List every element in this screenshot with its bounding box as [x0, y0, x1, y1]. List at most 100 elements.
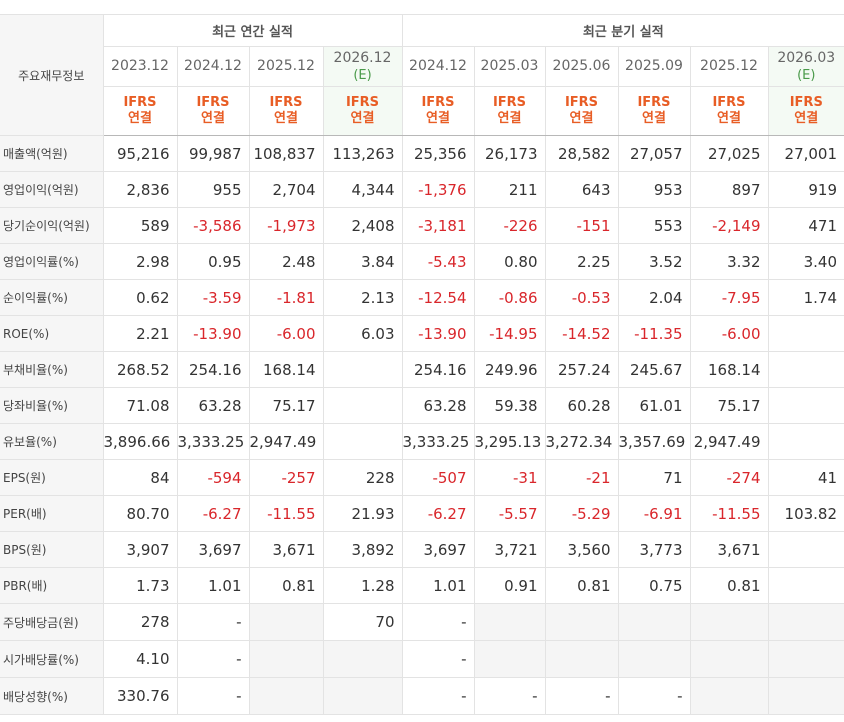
empty-cell — [322, 351, 403, 388]
value-cell: 589 — [102, 207, 178, 244]
value-cell: 1.73 — [102, 567, 178, 604]
empty-cell — [767, 423, 844, 460]
value-cell: 2,947.49 — [689, 423, 769, 460]
value-cell: 897 — [689, 171, 769, 208]
empty-cell — [689, 603, 769, 641]
period-date: 2026.12 — [333, 49, 392, 66]
period-date: 2025.12 — [257, 58, 315, 74]
empty-cell — [767, 351, 844, 388]
row-label: 배당성향(%) — [0, 677, 104, 715]
value-cell: 28,582 — [544, 135, 619, 172]
value-cell: -6.00 — [248, 315, 324, 352]
value-cell: 2.13 — [322, 279, 403, 316]
value-cell: 71 — [617, 459, 691, 496]
value-cell: -14.95 — [473, 315, 546, 352]
value-cell: -12.54 — [401, 279, 475, 316]
row-label: ROE(%) — [0, 315, 104, 352]
value-cell: -6.91 — [617, 495, 691, 532]
basis-standard: IFRS — [123, 95, 157, 110]
data-row: 유보율(%) 3,896.66 3,333.25 2,947.49 3,333.25 3,… — [0, 423, 844, 460]
row-label: BPS(원) — [0, 531, 104, 568]
value-cell: -0.86 — [473, 279, 546, 316]
value-cell: 108,837 — [248, 135, 324, 172]
value-cell: 3,721 — [473, 531, 546, 568]
basis-standard: IFRS — [637, 95, 671, 110]
value-cell: 0.91 — [473, 567, 546, 604]
value-cell: 3.40 — [767, 243, 844, 280]
data-row: 영업이익률(%) 2.98 0.95 2.48 3.84 -5.43 0.80 2.25 3.5… — [0, 243, 844, 280]
empty-cell — [617, 640, 691, 678]
value-cell: 63.28 — [401, 387, 475, 424]
basis: IFRS 연결 — [176, 86, 250, 136]
period: 2023.12 — [102, 46, 178, 87]
data-row: 시가배당률(%) 4.10- - — [0, 640, 844, 678]
value-cell: 70 — [322, 603, 403, 641]
value-cell: 27,025 — [689, 135, 769, 172]
value-cell: 3.84 — [322, 243, 403, 280]
empty-cell — [248, 603, 324, 641]
value-cell: 2,947.49 — [248, 423, 324, 460]
value-cell: 0.75 — [617, 567, 691, 604]
empty-cell — [689, 677, 769, 715]
value-cell: 4.10 — [102, 640, 178, 678]
period-date: 2023.12 — [111, 58, 169, 74]
value-cell: -2,149 — [689, 207, 769, 244]
value-cell: 84 — [102, 459, 178, 496]
value-cell: -151 — [544, 207, 619, 244]
value-cell: 953 — [617, 171, 691, 208]
value-cell: - — [401, 640, 475, 678]
row-label: PER(배) — [0, 495, 104, 532]
basis-standard: IFRS — [269, 95, 303, 110]
period-date: 2025.06 — [552, 58, 611, 74]
value-cell: 99,987 — [176, 135, 250, 172]
basis-scope: 연결 — [717, 111, 741, 126]
value-cell: -11.55 — [248, 495, 324, 532]
value-cell: 2.98 — [102, 243, 178, 280]
value-cell: 60.28 — [544, 387, 619, 424]
basis-standard: IFRS — [789, 95, 823, 110]
value-cell: 0.81 — [248, 567, 324, 604]
period: 2025.09 — [617, 46, 691, 87]
empty-cell — [322, 677, 403, 715]
value-cell: - — [617, 677, 691, 715]
value-cell: 2,836 — [102, 171, 178, 208]
basis: IFRS 연결 — [473, 86, 546, 136]
period-date: 2025.03 — [480, 58, 539, 74]
basis-standard: IFRS — [492, 95, 527, 110]
value-cell: -21 — [544, 459, 619, 496]
financial-table: 주요재무정보 최근 연간 실적 최근 분기 실적 2023.12 2024.12 2025… — [0, 14, 844, 715]
value-cell: -5.29 — [544, 495, 619, 532]
basis: IFRS 연결 — [248, 86, 324, 136]
value-cell: -1.81 — [248, 279, 324, 316]
row-label: 당기순이익(억원) — [0, 207, 104, 244]
value-cell: 71.08 — [102, 387, 178, 424]
data-row: 매출액(억원) 95,216 99,987 108,837 113,263 25,356 2… — [0, 135, 844, 172]
value-cell: 61.01 — [617, 387, 691, 424]
value-cell: 113,263 — [322, 135, 403, 172]
row-label: 당좌비율(%) — [0, 387, 104, 424]
value-cell: 3,333.25 — [176, 423, 250, 460]
basis-scope: 연결 — [201, 111, 225, 126]
basis: IFRS 연결 — [617, 86, 691, 136]
empty-cell — [322, 423, 403, 460]
row-label: 주당배당금(원) — [0, 603, 104, 641]
data-row: PER(배) 80.70 -6.27 -11.55 21.93 -6.27 -5.57 -5.… — [0, 495, 844, 532]
basis-scope: 연결 — [350, 111, 375, 126]
basis: IFRS 연결 — [401, 86, 475, 136]
empty-cell — [767, 603, 844, 641]
row-label: 유보율(%) — [0, 423, 104, 460]
value-cell: -6.27 — [401, 495, 475, 532]
data-row: PBR(배) 1.73 1.01 0.81 1.28 1.01 0.91 0.81 0.75 0.… — [0, 567, 844, 604]
empty-cell — [617, 603, 691, 641]
value-cell: 95,216 — [102, 135, 178, 172]
value-cell: 25,356 — [401, 135, 475, 172]
value-cell: 168.14 — [248, 351, 324, 388]
value-cell: 3,671 — [248, 531, 324, 568]
value-cell: 3,773 — [617, 531, 691, 568]
value-cell: 3,697 — [176, 531, 250, 568]
empty-cell — [689, 640, 769, 678]
period-date: 2024.12 — [184, 58, 242, 74]
value-cell: 80.70 — [102, 495, 178, 532]
empty-cell — [322, 387, 403, 424]
value-cell: 3,272.34 — [544, 423, 619, 460]
